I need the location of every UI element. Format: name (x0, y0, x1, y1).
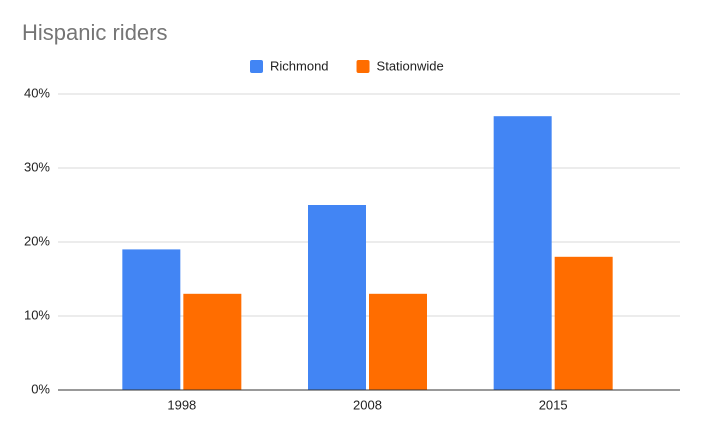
legend-label: Stationwide (377, 58, 444, 73)
y-tick-label: 20% (24, 233, 50, 248)
x-tick-label: 2008 (353, 397, 382, 412)
y-tick-label: 30% (24, 159, 50, 174)
bar (554, 256, 613, 390)
bar (308, 205, 366, 390)
x-tick-label: 1998 (167, 397, 196, 412)
x-tick-label: 2015 (539, 397, 568, 412)
bar (122, 249, 181, 390)
bar (183, 293, 242, 390)
bar (493, 116, 552, 390)
bar (369, 293, 427, 390)
y-tick-label: 40% (24, 85, 50, 100)
legend-label: Richmond (270, 58, 329, 73)
y-tick-label: 10% (24, 307, 50, 322)
legend-swatch (356, 60, 370, 73)
legend-swatch (250, 60, 263, 73)
y-tick-label: 0% (31, 381, 50, 396)
chart-title: Hispanic riders (22, 20, 168, 45)
